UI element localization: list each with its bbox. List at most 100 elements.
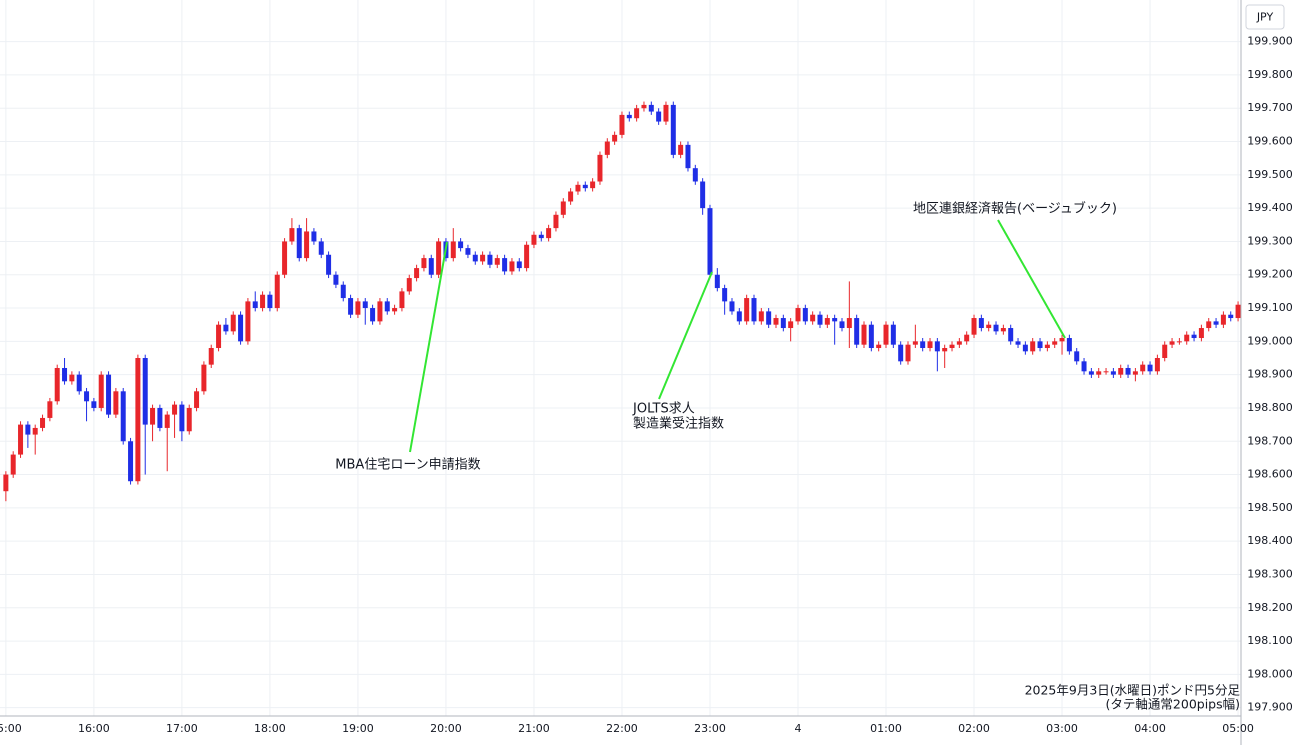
candle-body [839, 321, 845, 329]
candle-body [612, 134, 618, 142]
candle-body [311, 231, 317, 242]
candle-body [744, 298, 750, 322]
candle-body [590, 181, 596, 189]
annotation-text: 地区連銀経済報告(ベージュブック) [913, 201, 1117, 217]
candle-body [1008, 328, 1014, 342]
candle-body [333, 274, 339, 285]
y-tick-label: 199.100 [1247, 301, 1293, 314]
candle-body [1184, 334, 1190, 342]
x-tick-label: 04:00 [1134, 722, 1166, 735]
candle-body [575, 184, 581, 192]
candle-body [69, 374, 75, 382]
x-tick-label: 01:00 [870, 722, 902, 735]
candle-body [1191, 334, 1197, 339]
x-tick-label: 22:00 [606, 722, 638, 735]
candle-body [428, 258, 434, 275]
candle-body [179, 404, 185, 432]
candle-body [494, 258, 500, 265]
candle-body [1015, 341, 1021, 345]
candle-body [685, 144, 691, 169]
candle-body [876, 344, 882, 349]
candle-body [458, 241, 464, 249]
y-tick-label: 199.300 [1247, 234, 1293, 247]
candle-body [480, 254, 486, 262]
candle-body [62, 367, 68, 382]
candle-body [824, 318, 830, 325]
candle-body [1132, 371, 1138, 375]
candle-body [421, 258, 427, 269]
grid [0, 0, 1241, 716]
y-tick-label: 199.200 [1247, 268, 1293, 281]
candle-body [260, 294, 266, 309]
candle-body [157, 407, 163, 428]
candle-body [487, 254, 493, 265]
candle-body [810, 314, 816, 322]
candle-body [392, 308, 398, 312]
candle-body [714, 274, 720, 289]
annotation-pointer [997, 219, 1066, 339]
candle-body [120, 391, 126, 442]
candle-body [1044, 344, 1050, 349]
candle-body [700, 181, 706, 209]
y-tick-label: 198.100 [1247, 634, 1293, 647]
candle-body [788, 321, 794, 329]
candle-body [304, 231, 310, 259]
candle-body [538, 234, 544, 239]
candle-body [1125, 367, 1131, 375]
y-tick-label: 199.000 [1247, 334, 1293, 347]
candle-body [348, 298, 354, 315]
candle-body [377, 301, 383, 322]
candle-body [920, 341, 926, 349]
x-tick-label: 03:00 [1046, 722, 1078, 735]
chart-caption: (タテ軸通常200pips幅) [1106, 697, 1240, 712]
annotation-pointer [658, 271, 713, 400]
candle-body [113, 391, 119, 415]
y-tick-label: 197.900 [1247, 701, 1293, 714]
y-tick-label: 199.500 [1247, 168, 1293, 181]
candle-body [993, 324, 999, 332]
candle-body [905, 344, 911, 362]
y-tick-label: 199.700 [1247, 101, 1293, 114]
candle-body [597, 154, 603, 182]
candle-body [172, 404, 178, 415]
candle-body [32, 427, 38, 435]
candle-body [516, 261, 522, 269]
candle-body [289, 228, 295, 242]
candle-body [956, 341, 962, 345]
candle-body [502, 258, 508, 272]
candle-body [223, 324, 229, 332]
candle-body [1220, 314, 1226, 325]
candle-body [1213, 321, 1219, 325]
x-tick-label: 21:00 [518, 722, 550, 735]
candle-body [355, 301, 361, 315]
candle-body [1096, 371, 1102, 375]
candle-body [1206, 321, 1212, 329]
candle-body [934, 341, 940, 352]
y-tick-label: 198.400 [1247, 534, 1293, 547]
candle-body [384, 301, 390, 312]
x-tick-label: 05:00 [1222, 722, 1254, 735]
candle-body [670, 104, 676, 155]
candle-body [252, 301, 258, 309]
candle-body [414, 268, 420, 279]
candle-body [1176, 341, 1182, 343]
candle-body [238, 314, 244, 342]
candle-body [370, 308, 376, 322]
candle-body [1000, 328, 1006, 332]
candle-body [722, 288, 728, 302]
candle-body [1030, 341, 1036, 352]
candle-body [1235, 304, 1241, 319]
candle-body [898, 344, 904, 362]
candle-body [692, 168, 698, 182]
candle-body [766, 311, 772, 325]
candle-body [1088, 371, 1094, 375]
candle-body [54, 367, 60, 402]
candle-body [832, 318, 838, 322]
candle-body [619, 114, 625, 135]
candle-body [758, 311, 764, 322]
x-tick-label: 4 [794, 722, 801, 735]
candle-body [707, 208, 713, 275]
candle-body [1169, 341, 1175, 345]
y-tick-label: 198.800 [1247, 401, 1293, 414]
